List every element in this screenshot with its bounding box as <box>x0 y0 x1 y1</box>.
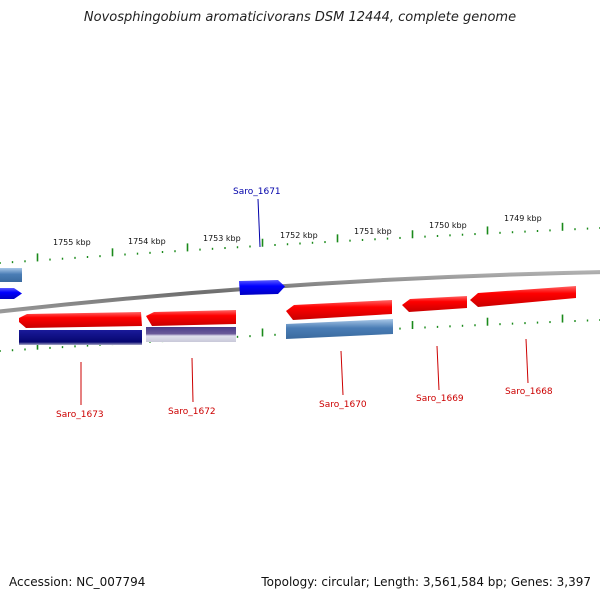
kbp-label-1754: 1754 kbp <box>128 237 166 246</box>
kbp-label-1753: 1753 kbp <box>203 234 241 243</box>
genome-title: Novosphingobium aromaticivorans DSM 1244… <box>83 10 517 25</box>
gene-label-saro-1673[interactable]: Saro_1673 <box>56 410 104 420</box>
gene-saro-1673[interactable] <box>19 312 142 345</box>
gene-saro-1671[interactable] <box>239 280 285 295</box>
gene-left-blue-partial[interactable] <box>0 288 22 299</box>
kbp-label-1752: 1752 kbp <box>280 231 318 240</box>
kbp-labels: 1755 kbp 1754 kbp 1753 kbp 1752 kbp 1751… <box>53 214 542 247</box>
gene-saro-1672[interactable] <box>146 310 236 342</box>
gene-saro-1669[interactable] <box>402 296 467 312</box>
gene-label-saro-1669[interactable]: Saro_1669 <box>416 394 464 404</box>
gene-left-steel-partial[interactable] <box>0 268 22 282</box>
kbp-label-1750: 1750 kbp <box>429 221 467 230</box>
kbp-label-1751: 1751 kbp <box>354 227 392 236</box>
genome-backbone <box>0 270 600 314</box>
outer-tick-track <box>0 222 600 264</box>
accession-text: Accession: NC_007794 <box>9 575 146 589</box>
gene-label-saro-1668[interactable]: Saro_1668 <box>505 387 553 397</box>
gene-label-saro-1671[interactable]: Saro_1671 <box>233 187 281 197</box>
gene-labels: Saro_1671 Saro_1673 Saro_1672 Saro_1670 … <box>56 187 553 420</box>
label-leaders <box>80 198 529 405</box>
kbp-label-1749: 1749 kbp <box>504 214 542 223</box>
gene-label-saro-1670[interactable]: Saro_1670 <box>319 400 367 410</box>
gene-saro-1668[interactable] <box>470 286 576 307</box>
kbp-label-1755: 1755 kbp <box>53 238 91 247</box>
gene-saro-1670[interactable] <box>286 300 393 339</box>
gene-label-saro-1672[interactable]: Saro_1672 <box>168 407 216 417</box>
genome-summary-text: Topology: circular; Length: 3,561,584 bp… <box>261 575 591 589</box>
